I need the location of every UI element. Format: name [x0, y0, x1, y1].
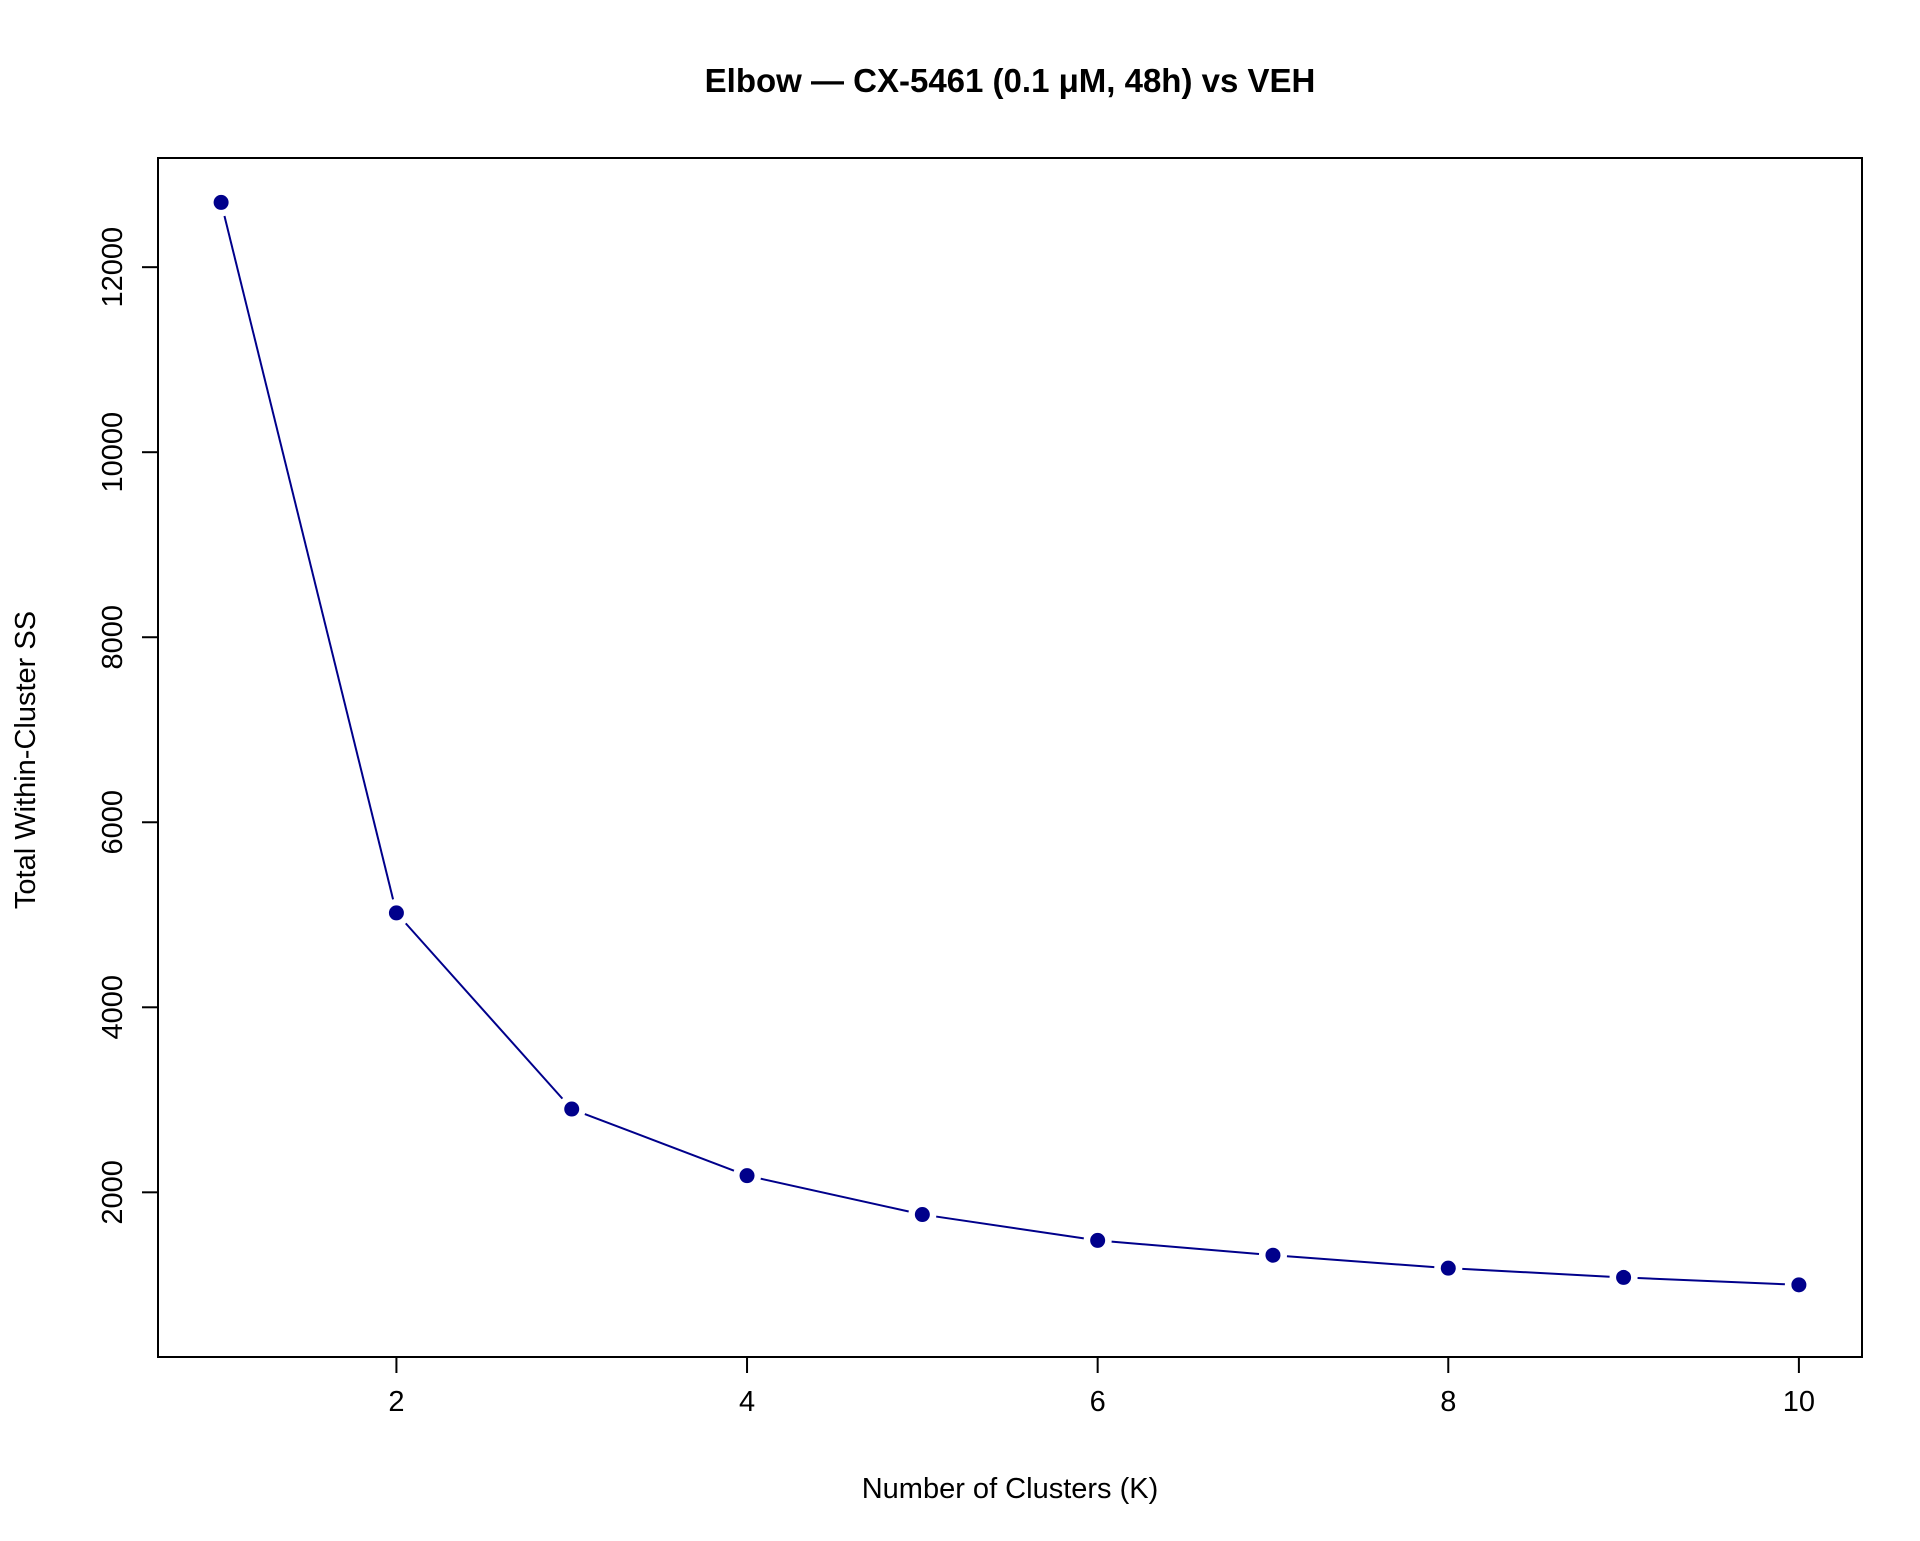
x-tick-label: 10 [1783, 1386, 1815, 1418]
plot-area: 2 4 6 8 10 2000 4000 6000 8000 10000 12000 [97, 157, 1863, 1418]
data-point [1090, 1232, 1106, 1248]
y-axis-label: Total Within-Cluster SS [10, 611, 42, 909]
series-line-segment [936, 1215, 1084, 1240]
series-line-segment [1462, 1267, 1610, 1278]
x-tick-label: 2 [388, 1386, 404, 1418]
data-point [1791, 1277, 1807, 1293]
plot-frame [157, 157, 1863, 1358]
data-point [564, 1101, 580, 1117]
data-point [1265, 1247, 1281, 1263]
series-line-segment [1637, 1277, 1785, 1286]
y-tick-label: 8000 [97, 605, 129, 670]
data-point [739, 1168, 755, 1184]
x-tick-label: 8 [1440, 1386, 1456, 1418]
data-point [914, 1207, 930, 1223]
series-line-segment [584, 1113, 735, 1172]
x-tick-label: 4 [739, 1386, 755, 1418]
series-line-segment [760, 1177, 909, 1213]
y-tick-label: 2000 [97, 1160, 129, 1225]
data-point [388, 905, 404, 921]
chart-title: Elbow — CX-5461 (0.1 μM, 48h) vs VEH [705, 62, 1316, 99]
series-line-segment [223, 215, 395, 900]
series-line-segment [1286, 1255, 1435, 1269]
x-tick-label: 6 [1090, 1386, 1106, 1418]
y-tick-label: 12000 [97, 227, 129, 308]
data-point [1616, 1269, 1632, 1285]
y-tick-label: 4000 [97, 975, 129, 1040]
data-point [1440, 1260, 1456, 1276]
series-line-segment [1111, 1240, 1260, 1256]
x-axis-label: Number of Clusters (K) [862, 1473, 1159, 1505]
series-line-segment [405, 922, 564, 1100]
y-tick-label: 6000 [97, 790, 129, 855]
y-tick-label: 10000 [97, 412, 129, 493]
data-point [213, 194, 229, 210]
